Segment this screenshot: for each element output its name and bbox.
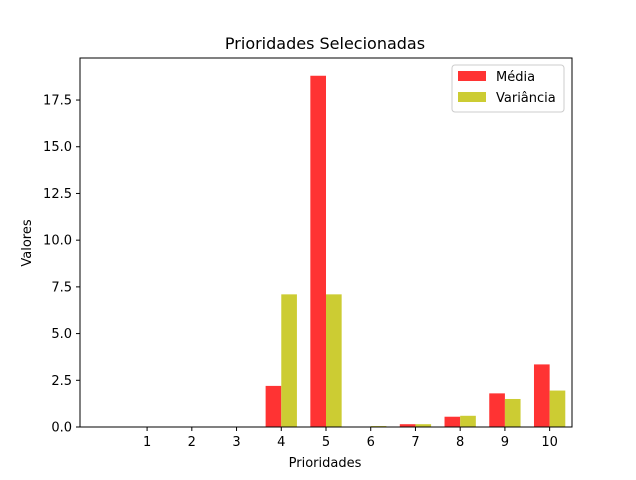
legend-label: Média [496, 70, 535, 85]
bar-variancia-8 [460, 415, 476, 427]
x-tick-label: 3 [232, 435, 240, 450]
bar-media-5 [310, 75, 326, 428]
y-tick-label: 17.5 [43, 94, 72, 109]
x-tick-label: 6 [367, 435, 375, 450]
plot-area [265, 75, 566, 428]
x-tick-label: 1 [143, 435, 151, 450]
bar-variancia-4 [281, 294, 297, 427]
x-tick-label: 2 [188, 435, 196, 450]
legend-label: Variância [496, 91, 556, 106]
bar-variancia-7 [415, 424, 432, 427]
bar-media-7 [399, 424, 416, 427]
x-tick-label: 8 [456, 435, 464, 450]
x-tick-label: 5 [322, 435, 330, 450]
y-tick-label: 7.5 [51, 280, 72, 295]
y-tick-label: 10.0 [43, 234, 72, 249]
bar-media-10 [533, 364, 550, 427]
x-tick-label: 7 [411, 435, 419, 450]
legend-swatch [458, 71, 486, 81]
y-tick-label: 2.5 [51, 374, 72, 389]
y-tick-label: 15.0 [43, 140, 72, 155]
legend-swatch [458, 92, 486, 102]
y-tick-label: 12.5 [43, 187, 72, 202]
y-tick-label: 0.0 [51, 421, 72, 436]
y-tick-label: 5.0 [51, 327, 72, 342]
y-axis: 0.0 2.5 5.0 7.5 10.0 12.5 15.0 17.5 [43, 94, 80, 436]
bar-media-9 [489, 393, 505, 427]
bar-variancia-10 [549, 390, 566, 427]
chart-title: Prioridades Selecionadas [225, 34, 425, 53]
bar-variancia-9 [504, 398, 521, 427]
bar-media-4 [265, 385, 282, 427]
bar-media-8 [444, 416, 461, 427]
x-tick-label: 4 [277, 435, 285, 450]
x-axis-label: Prioridades [289, 456, 362, 471]
y-axis-label: Valores [20, 219, 35, 266]
bar-variancia-5 [326, 294, 342, 427]
legend: Média Variância [451, 64, 565, 113]
x-axis: 1 2 3 4 5 6 7 8 9 10 [143, 427, 558, 450]
x-tick-label: 10 [541, 435, 558, 450]
x-tick-label: 9 [501, 435, 509, 450]
